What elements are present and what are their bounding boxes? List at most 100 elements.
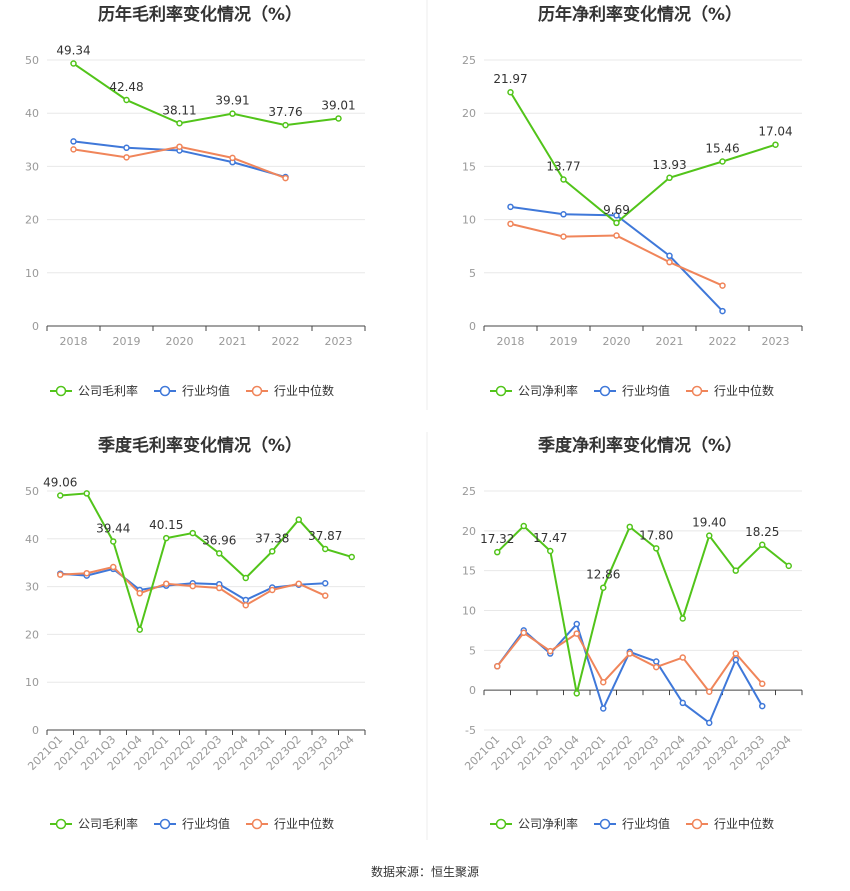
data-point[interactable] bbox=[494, 548, 501, 556]
data-point[interactable] bbox=[242, 574, 249, 582]
data-point[interactable] bbox=[322, 592, 329, 599]
data-point[interactable] bbox=[136, 626, 143, 633]
data-point[interactable] bbox=[282, 174, 289, 182]
legend-item-company[interactable]: 公司净利率 bbox=[490, 383, 578, 398]
data-point[interactable] bbox=[706, 532, 713, 539]
data-point[interactable] bbox=[706, 719, 713, 727]
data-point[interactable] bbox=[560, 176, 567, 183]
data-point[interactable] bbox=[732, 656, 739, 664]
data-point[interactable] bbox=[176, 143, 183, 150]
data-point[interactable] bbox=[282, 121, 289, 129]
data-point[interactable] bbox=[507, 203, 514, 211]
data-point[interactable] bbox=[57, 571, 64, 578]
legend-item-company[interactable]: 公司净利率 bbox=[490, 816, 578, 831]
data-point[interactable] bbox=[613, 219, 620, 227]
data-point[interactable] bbox=[123, 96, 130, 104]
data-point[interactable] bbox=[666, 252, 673, 260]
data-point[interactable] bbox=[759, 541, 766, 549]
data-point[interactable] bbox=[560, 233, 567, 240]
data-point[interactable] bbox=[110, 563, 117, 571]
legend-item-industry-avg[interactable]: 行业均值 bbox=[154, 816, 230, 831]
data-point[interactable] bbox=[295, 516, 302, 523]
data-point[interactable] bbox=[269, 586, 276, 594]
data-point[interactable] bbox=[666, 174, 673, 182]
data-point[interactable] bbox=[216, 550, 223, 557]
data-point[interactable] bbox=[348, 553, 355, 561]
data-point[interactable] bbox=[295, 580, 302, 587]
legend-item-company[interactable]: 公司毛利率 bbox=[50, 816, 138, 831]
data-point[interactable] bbox=[322, 580, 329, 587]
data-point[interactable] bbox=[494, 663, 501, 670]
data-point[interactable] bbox=[83, 490, 90, 497]
data-point[interactable] bbox=[189, 582, 196, 590]
data-point[interactable] bbox=[600, 705, 607, 712]
data-point[interactable] bbox=[759, 702, 766, 710]
legend-item-industry-median[interactable]: 行业中位数 bbox=[246, 383, 334, 398]
legend-item-industry-median[interactable]: 行业中位数 bbox=[246, 816, 334, 831]
data-point[interactable] bbox=[785, 562, 792, 570]
data-point[interactable] bbox=[136, 590, 143, 597]
data-point[interactable] bbox=[679, 699, 686, 707]
data-point[interactable] bbox=[269, 548, 276, 555]
legend-item-industry-median[interactable]: 行业中位数 bbox=[686, 383, 774, 398]
data-point[interactable] bbox=[719, 158, 726, 165]
data-point[interactable] bbox=[110, 538, 117, 545]
data-point[interactable] bbox=[322, 545, 329, 553]
legend-item-industry-avg[interactable]: 行业均值 bbox=[154, 383, 230, 398]
data-point[interactable] bbox=[666, 258, 673, 266]
data-point[interactable] bbox=[229, 110, 236, 117]
data-point[interactable] bbox=[507, 88, 514, 96]
data-point[interactable] bbox=[57, 492, 64, 499]
legend-item-company[interactable]: 公司毛利率 bbox=[50, 383, 138, 398]
legend-item-industry-avg[interactable]: 行业均值 bbox=[594, 383, 670, 398]
data-point[interactable] bbox=[732, 650, 739, 657]
data-label: 17.32 bbox=[480, 532, 514, 546]
data-point[interactable] bbox=[600, 584, 607, 591]
data-point[interactable] bbox=[719, 282, 726, 289]
data-point[interactable] bbox=[83, 569, 90, 577]
data-point[interactable] bbox=[123, 144, 130, 152]
data-point[interactable] bbox=[507, 220, 514, 228]
data-label: 17.47 bbox=[533, 531, 567, 545]
data-point[interactable] bbox=[573, 630, 580, 637]
data-point[interactable] bbox=[520, 629, 527, 637]
data-point[interactable] bbox=[759, 680, 766, 688]
data-point[interactable] bbox=[176, 120, 183, 127]
data-point[interactable] bbox=[70, 138, 77, 145]
data-point[interactable] bbox=[335, 115, 342, 122]
data-point[interactable] bbox=[189, 529, 196, 537]
data-point[interactable] bbox=[229, 154, 236, 162]
data-point[interactable] bbox=[613, 212, 620, 219]
data-point[interactable] bbox=[573, 620, 580, 628]
data-point[interactable] bbox=[547, 547, 554, 555]
data-point[interactable] bbox=[626, 650, 633, 657]
data-point[interactable] bbox=[547, 647, 554, 655]
data-point[interactable] bbox=[70, 146, 77, 153]
data-point[interactable] bbox=[719, 307, 726, 315]
data-point[interactable] bbox=[520, 522, 527, 530]
legend-item-industry-avg[interactable]: 行业均值 bbox=[594, 816, 670, 831]
data-point[interactable] bbox=[613, 232, 620, 239]
legend-item-industry-median[interactable]: 行业中位数 bbox=[686, 816, 774, 831]
data-point[interactable] bbox=[216, 584, 223, 592]
data-point[interactable] bbox=[626, 523, 633, 531]
data-point[interactable] bbox=[163, 580, 170, 587]
data-point[interactable] bbox=[573, 690, 580, 697]
data-point[interactable] bbox=[772, 141, 779, 148]
data-point[interactable] bbox=[600, 678, 607, 686]
data-point[interactable] bbox=[242, 601, 249, 609]
data-point[interactable] bbox=[242, 596, 249, 604]
data-point[interactable] bbox=[653, 545, 660, 552]
data-point[interactable] bbox=[679, 654, 686, 661]
data-point[interactable] bbox=[653, 663, 660, 671]
data-point[interactable] bbox=[653, 658, 660, 665]
data-point[interactable] bbox=[163, 534, 170, 542]
chart-title: 历年净利率变化情况（%） bbox=[538, 4, 742, 25]
data-point[interactable] bbox=[123, 154, 130, 161]
data-point[interactable] bbox=[679, 615, 686, 622]
data-point[interactable] bbox=[732, 567, 739, 574]
legend-marker bbox=[159, 818, 171, 830]
data-point[interactable] bbox=[706, 688, 713, 696]
data-point[interactable] bbox=[560, 211, 567, 218]
data-point[interactable] bbox=[70, 60, 77, 67]
